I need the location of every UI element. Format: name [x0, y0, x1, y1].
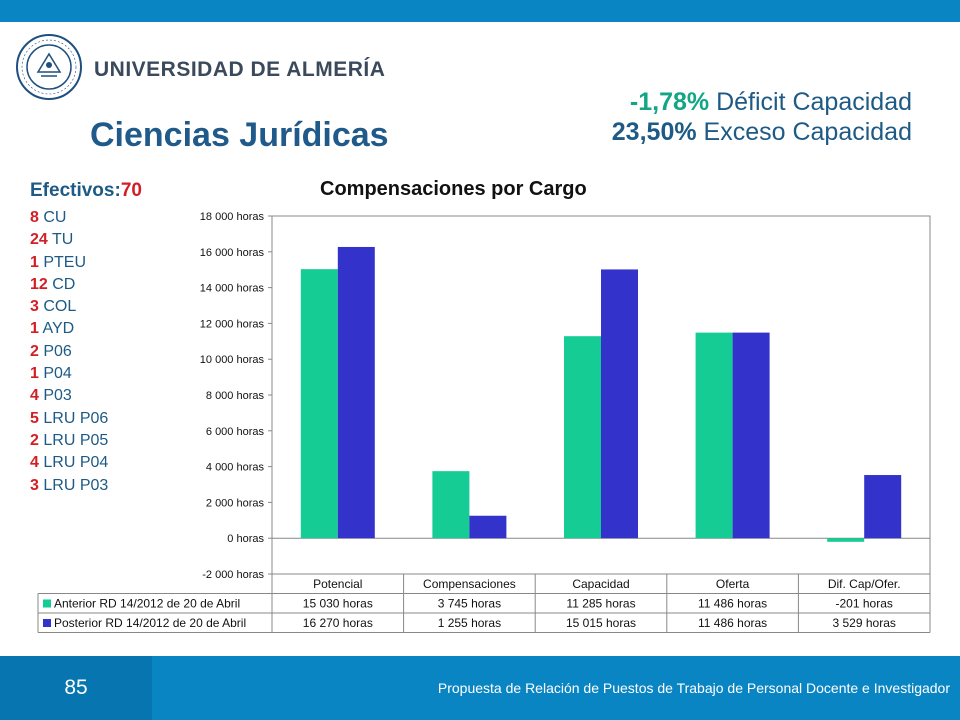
y-tick-label: 8 000 horas — [206, 390, 265, 402]
staff-item: 3 LRU P03 — [30, 475, 108, 497]
bar-posterior — [337, 246, 375, 539]
y-tick-label: 4 000 horas — [206, 462, 265, 474]
bar-chart: 18 000 horas 16 000 horas 14 000 horas 12 0… — [37, 211, 931, 633]
staff-item: 4 P03 — [30, 385, 108, 407]
staff-item: 5 LRU P06 — [30, 408, 108, 430]
deficit-value: -1,78% — [629, 88, 710, 116]
staff-item: 2 P06 — [30, 341, 108, 363]
excess-stat: 23,50% Exceso Capacidad — [612, 118, 912, 147]
staff-item: 1 P04 — [30, 363, 108, 385]
staff-item: 1 PTEU — [30, 252, 108, 274]
staff-item: 4 LRU P04 — [30, 452, 108, 474]
footer: 85 Propuesta de Relación de Puestos de T… — [0, 656, 960, 720]
staff-category: P04 — [43, 365, 72, 383]
data-label: 15 015 horas — [566, 616, 636, 630]
legend-label: Anterior RD 14/2012 de 20 de Abril — [54, 597, 240, 611]
data-label: 15 030 horas — [303, 597, 373, 611]
staff-count: 4 — [30, 454, 39, 472]
legend-label: Posterior RD 14/2012 de 20 de Abril — [54, 616, 246, 630]
staff-list: 8 CU 24 TU 1 PTEU 12 CD 3 COL 1 AYD 2 P06 1 P04… — [30, 207, 108, 497]
y-tick-label: 16 000 horas — [200, 247, 265, 259]
x-category-label: Compensaciones — [423, 577, 516, 591]
legend-swatch — [43, 599, 51, 608]
efectivos-heading: Efectivos:70 — [30, 180, 142, 202]
staff-item: 1 AYD — [30, 318, 108, 340]
staff-category: AYD — [42, 320, 75, 338]
legend-swatch — [43, 619, 51, 627]
staff-category: P06 — [43, 342, 72, 360]
university-name: UNIVERSIDAD DE ALMERÍA — [94, 58, 386, 81]
data-label: 11 486 horas — [698, 597, 767, 611]
staff-count: 12 — [30, 275, 48, 293]
staff-item: 8 CU — [30, 207, 108, 229]
x-category-label: Dif. Cap/Ofer. — [828, 577, 901, 591]
x-category-label: Capacidad — [572, 577, 629, 591]
bar-anterior — [827, 538, 865, 542]
staff-item: 3 COL — [30, 296, 108, 318]
staff-count: 1 — [30, 365, 39, 383]
university-logo — [14, 32, 314, 102]
data-label: 3 745 horas — [438, 597, 501, 611]
x-category-label: Oferta — [716, 577, 750, 591]
y-tick-label: -2 000 horas — [202, 569, 264, 581]
staff-item: 2 LRU P05 — [30, 430, 108, 452]
staff-count: 8 — [30, 209, 39, 226]
data-label: 3 529 horas — [833, 616, 896, 630]
staff-item: 24 TU — [30, 229, 108, 251]
staff-category: TU — [51, 231, 74, 249]
staff-category: LRU P06 — [43, 409, 109, 427]
bar-anterior — [300, 269, 338, 539]
staff-count: 2 — [30, 342, 39, 360]
y-tick-label: 6 000 horas — [206, 426, 265, 438]
staff-category: CD — [52, 275, 76, 293]
staff-category: LRU P03 — [43, 476, 109, 494]
bar-anterior — [564, 336, 601, 539]
efectivos-count: 70 — [120, 180, 142, 201]
excess-value: 23,50% — [611, 118, 697, 146]
deficit-label: Déficit Capacidad — [716, 88, 912, 116]
y-tick-label: 0 horas — [227, 533, 264, 545]
bar-posterior — [601, 269, 638, 539]
data-label: 11 486 horas — [698, 616, 767, 630]
y-tick-label: 2 000 horas — [206, 497, 265, 509]
chart-title: Compensaciones por Cargo — [320, 178, 587, 200]
excess-label: Exceso Capacidad — [703, 118, 912, 146]
staff-category: PTEU — [43, 253, 87, 271]
staff-count: 24 — [30, 231, 48, 249]
staff-count: 4 — [30, 387, 39, 405]
bar-posterior — [732, 332, 770, 539]
data-label: 1 255 horas — [438, 616, 501, 630]
y-tick-label: 12 000 horas — [200, 318, 265, 330]
bar-posterior — [469, 515, 507, 539]
staff-count: 2 — [30, 431, 39, 449]
deficit-stat: -1,78% Déficit Capacidad — [630, 88, 912, 117]
data-label: 11 285 horas — [566, 597, 635, 611]
staff-category: LRU P04 — [43, 454, 109, 472]
staff-category: LRU P05 — [43, 431, 109, 449]
top-bar — [0, 0, 960, 22]
page-number: 85 — [0, 656, 152, 720]
efectivos-label: Efectivos: — [30, 180, 121, 201]
staff-category: CU — [43, 209, 67, 226]
bar-posterior — [864, 475, 902, 539]
staff-count: 3 — [30, 476, 39, 494]
data-label: -201 horas — [836, 597, 893, 611]
footer-text: Propuesta de Relación de Puestos de Trab… — [437, 680, 950, 696]
university-seal-icon — [16, 34, 82, 100]
page-title: Ciencias Jurídicas — [90, 116, 389, 154]
staff-count: 3 — [30, 298, 39, 316]
data-label: 16 270 horas — [303, 616, 373, 630]
x-category-label: Potencial — [313, 577, 362, 591]
staff-item: 12 CD — [30, 274, 108, 296]
staff-category: COL — [43, 298, 77, 316]
staff-count: 1 — [30, 320, 39, 338]
staff-count: 1 — [30, 253, 39, 271]
y-tick-label: 18 000 horas — [200, 211, 265, 223]
staff-category: P03 — [43, 387, 72, 405]
staff-count: 5 — [30, 409, 39, 427]
y-tick-label: 10 000 horas — [200, 354, 265, 366]
y-tick-label: 14 000 horas — [200, 283, 265, 295]
bar-anterior — [695, 332, 733, 539]
bar-anterior — [432, 471, 470, 539]
